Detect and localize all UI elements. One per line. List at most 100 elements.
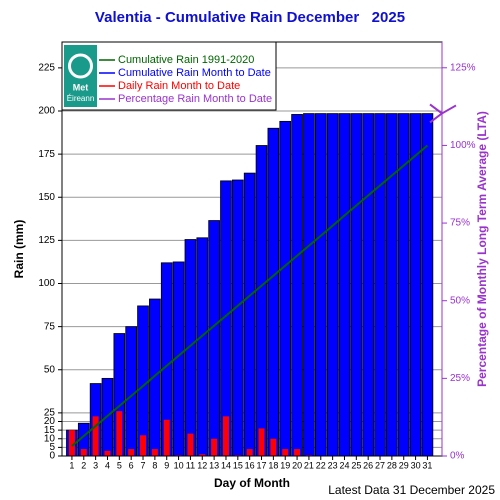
bar [151, 449, 158, 456]
y-tick-label: 20 [44, 416, 56, 427]
bar [421, 113, 434, 457]
x-tick-label: 13 [209, 460, 219, 470]
y-tick-label: 200 [38, 106, 55, 117]
bar [314, 113, 327, 457]
bar [68, 430, 75, 456]
y-axis-label: Rain (mm) [12, 220, 26, 279]
bar [222, 416, 229, 456]
line [71, 144, 429, 447]
bar [409, 113, 422, 457]
x-tick-label: 21 [304, 460, 314, 470]
y2-tick-label: 100% [450, 140, 476, 151]
x-tick-label: 4 [105, 460, 110, 470]
y2-tick-label: 125% [450, 62, 476, 73]
x-tick-label: 20 [292, 460, 302, 470]
y-tick-label: 125 [38, 235, 55, 246]
bar [149, 298, 161, 457]
x-tick-label: 23 [328, 460, 338, 470]
x-tick-label: 22 [316, 460, 326, 470]
bar [125, 326, 138, 457]
y2-tick-label: 0% [450, 451, 465, 462]
x-tick-label: 19 [280, 460, 290, 470]
chart-title: Valentia - Cumulative Rain December 2025 [95, 9, 405, 26]
bar [231, 179, 244, 457]
bar [196, 237, 209, 457]
bar [92, 416, 99, 456]
x-tick-label: 11 [186, 460, 195, 470]
y-tick-label: 25 [44, 408, 56, 419]
x-axis-label: Day of Month [214, 476, 290, 490]
x-tick-label: 28 [387, 460, 397, 470]
legend-box [61, 41, 277, 111]
x-tick-label: 18 [268, 460, 278, 470]
x-tick-label: 2 [81, 460, 86, 470]
y2-tick-label: 75% [450, 218, 470, 229]
logo-swirl [68, 53, 93, 79]
y-tick-label: 150 [38, 192, 55, 203]
bar [303, 113, 315, 457]
bar [386, 113, 398, 457]
y-tick-label: 225 [38, 63, 55, 74]
y2-tick-label: 25% [450, 373, 470, 384]
y-tick-label: 75 [44, 321, 56, 332]
bar [291, 114, 303, 457]
x-tick-label: 7 [141, 460, 146, 470]
y-tick-label: 10 [44, 433, 56, 444]
x-tick-label: 5 [117, 460, 122, 470]
bar [211, 438, 218, 456]
x-tick-label: 12 [197, 460, 207, 470]
bar [246, 449, 253, 456]
bar [80, 449, 87, 456]
bar [163, 419, 170, 456]
legend-label: Percentage Rain Month to Date [118, 93, 272, 105]
x-tick-label: 25 [351, 460, 361, 470]
footer: Latest Data 31 December 2025 [328, 483, 495, 497]
bar [128, 449, 135, 456]
y-tick-label: 100 [38, 278, 55, 289]
bar [350, 113, 363, 457]
bar [255, 145, 268, 457]
bar [104, 450, 111, 456]
y-tick-label: 0 [49, 451, 55, 462]
y-tick-label: 15 [44, 425, 56, 436]
y2-axis-label: Percentage of Monthly Long Term Average … [475, 111, 489, 387]
bar [243, 172, 256, 457]
x-tick-label: 17 [257, 460, 267, 470]
x-tick-label: 10 [174, 460, 184, 470]
x-tick-label: 24 [339, 460, 349, 470]
bar [279, 120, 292, 457]
x-tick-label: 6 [129, 460, 134, 470]
x-tick-label: 15 [233, 460, 243, 470]
bar [258, 428, 265, 456]
bar [267, 127, 280, 457]
x-tick-label: 29 [399, 460, 409, 470]
x-tick-label: 27 [375, 460, 385, 470]
bar [362, 113, 375, 457]
bar [140, 435, 147, 456]
x-tick-label: 31 [422, 460, 432, 470]
bar [294, 449, 301, 456]
bar [338, 113, 351, 457]
x-tick-label: 1 [69, 460, 74, 470]
x-tick-label: 30 [411, 460, 421, 470]
logo-text: Éireann [67, 94, 95, 103]
x-tick-label: 16 [245, 460, 255, 470]
bar [208, 220, 220, 457]
legend-label: Daily Rain Month to Date [118, 80, 240, 92]
bar [116, 411, 123, 456]
y-tick-label: 5 [49, 442, 55, 453]
bar [326, 113, 339, 457]
bar [199, 454, 206, 456]
bar [374, 113, 386, 457]
x-tick-label: 14 [221, 460, 231, 470]
y-tick-label: 175 [38, 149, 55, 160]
x-tick-label: 26 [363, 460, 373, 470]
logo-text: Met [73, 82, 89, 92]
bar [137, 305, 149, 457]
bar [270, 438, 277, 456]
x-tick-label: 9 [164, 460, 169, 470]
y2-tick-label: 50% [450, 295, 470, 306]
bar [282, 449, 289, 456]
x-tick-label: 8 [152, 460, 157, 470]
